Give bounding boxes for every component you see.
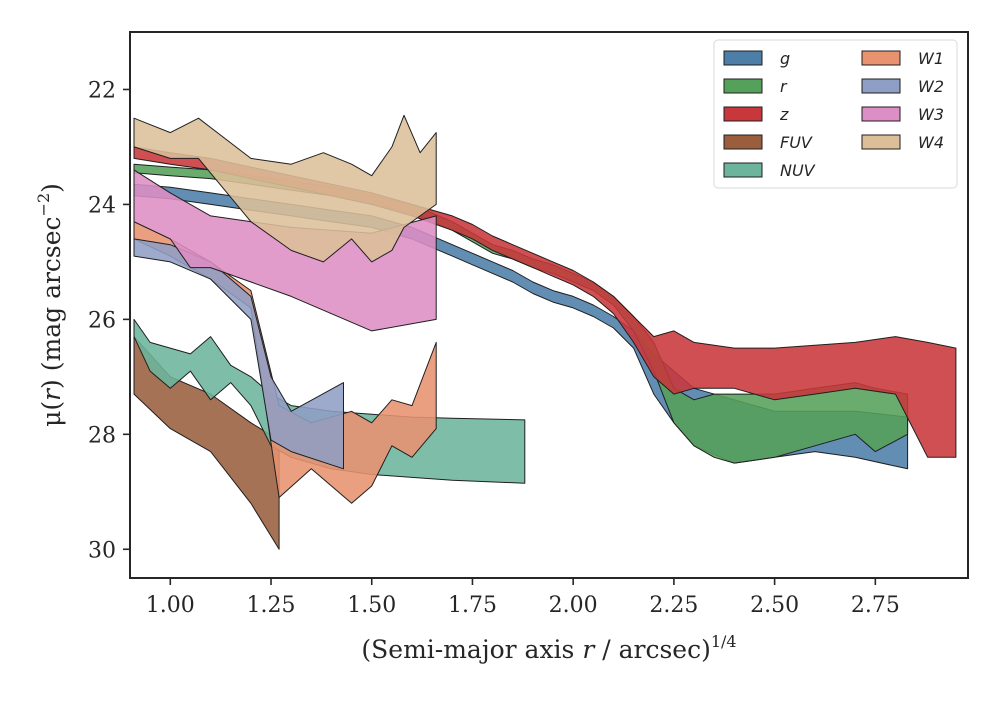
- x-tick-label: 2.00: [549, 593, 598, 618]
- legend-swatch-w1: [861, 50, 901, 66]
- x-axis-title: (Semi-major axis r / arcsec)1/4: [361, 632, 736, 664]
- legend: grz FUV NUV W1 W2 W3 W4: [713, 39, 958, 189]
- x-tick-label: 2.75: [851, 593, 900, 618]
- legend-swatch-w2: [861, 78, 901, 94]
- plot-frame: [129, 31, 969, 579]
- y-tick-label: 22: [88, 78, 116, 103]
- legend-label-r: r: [780, 77, 788, 96]
- legend-label-w1: W1: [918, 49, 944, 68]
- band-w4: [133, 114, 437, 263]
- legend-label-w3: W3: [918, 105, 944, 124]
- legend-label-z: z: [779, 105, 789, 124]
- y-tick-label: 28: [88, 423, 116, 448]
- x-tick-label: 1.50: [347, 593, 396, 618]
- x-tick-label: 1.75: [448, 593, 497, 618]
- legend-swatch-w4: [861, 134, 901, 150]
- legend-swatch-r: [723, 78, 763, 94]
- legend-label-g: g: [780, 49, 790, 68]
- y-axis: 22 24 26 28 30: [88, 78, 130, 563]
- legend-swatch-nuv: [723, 162, 763, 178]
- x-tick-label: 2.25: [649, 593, 698, 618]
- y-tick-label: 26: [88, 308, 116, 333]
- legend-swatch-w3: [861, 106, 901, 122]
- legend-swatch-z: [723, 106, 763, 122]
- band-z: [133, 146, 957, 458]
- legend-label-w2: W2: [918, 77, 944, 96]
- x-axis: 1.00 1.25 1.50 1.75 2.00 2.25 2.50 2.75: [146, 578, 900, 618]
- y-tick-label: 24: [88, 193, 116, 218]
- band-nuv: [133, 318, 526, 484]
- legend-label-w4: W4: [918, 133, 944, 152]
- x-tick-label: 1.00: [146, 593, 195, 618]
- legend-swatch-fuv: [723, 134, 763, 150]
- legend-swatch-g: [723, 50, 763, 66]
- legend-box: [713, 39, 958, 189]
- band-w2: [133, 238, 344, 470]
- y-axis-title: μ(r) (mag arcsec−2): [34, 183, 66, 427]
- legend-label-nuv: NUV: [780, 161, 816, 180]
- legend-label-fuv: FUV: [780, 133, 813, 152]
- y-tick-label: 30: [88, 538, 116, 563]
- x-tick-label: 2.50: [750, 593, 799, 618]
- band-fuv: [133, 336, 280, 550]
- x-tick-label: 1.25: [247, 593, 296, 618]
- bands-layer: [133, 114, 957, 550]
- band-w3: [133, 169, 437, 332]
